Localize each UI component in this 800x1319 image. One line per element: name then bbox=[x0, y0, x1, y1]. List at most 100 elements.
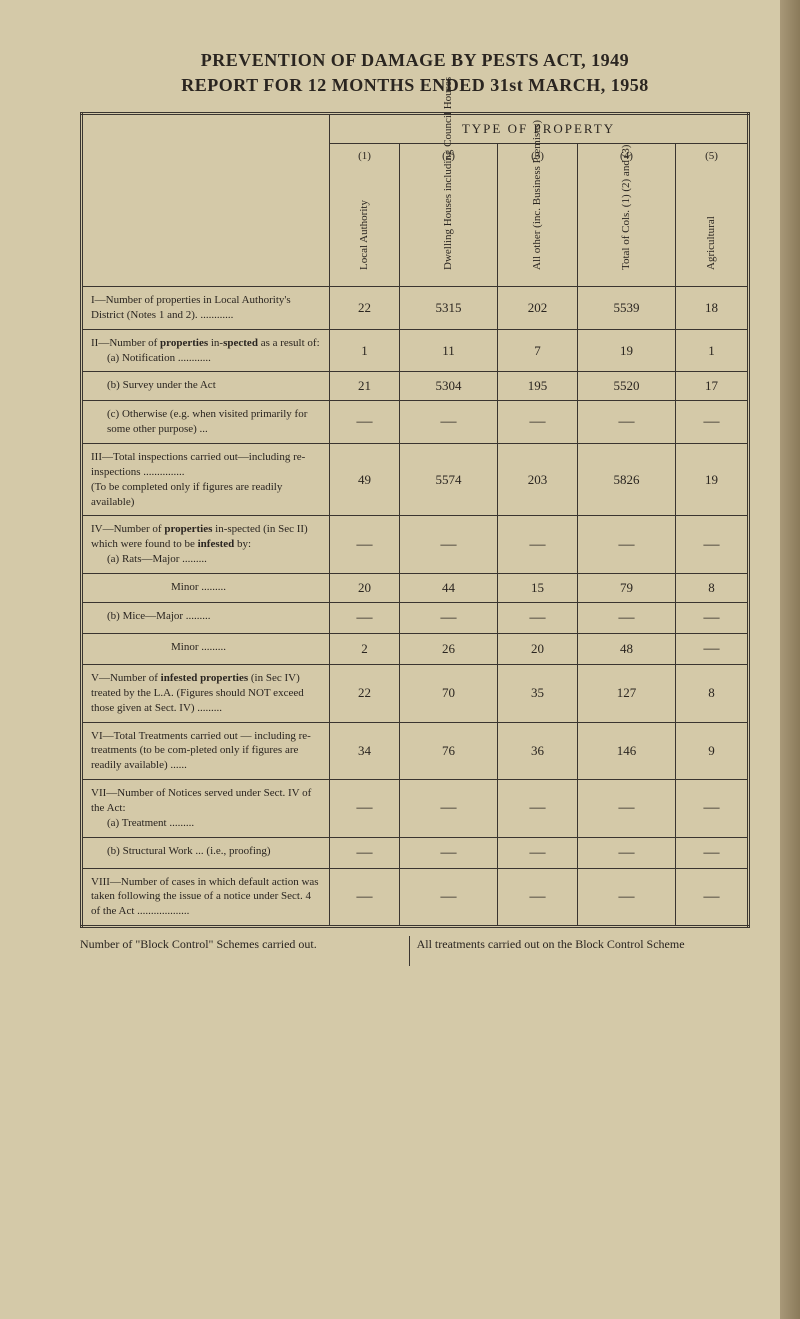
data-cell: 146 bbox=[577, 722, 675, 780]
data-cell: — bbox=[400, 516, 498, 574]
data-cell: 22 bbox=[330, 287, 400, 330]
data-cell: 76 bbox=[400, 722, 498, 780]
row-label: I—Number of properties in Local Authorit… bbox=[82, 287, 330, 330]
data-cell: 22 bbox=[330, 664, 400, 722]
row-label: VIII—Number of cases in which default ac… bbox=[82, 868, 330, 927]
data-cell: 1 bbox=[330, 329, 400, 372]
data-cell: 36 bbox=[498, 722, 578, 780]
row-label: (b) Mice—Major ......... bbox=[82, 602, 330, 633]
data-cell: — bbox=[577, 868, 675, 927]
data-cell: — bbox=[498, 401, 578, 444]
data-cell: 49 bbox=[330, 444, 400, 516]
data-cell: — bbox=[498, 780, 578, 838]
col-label-1: Local Authority bbox=[357, 170, 371, 270]
data-cell: 20 bbox=[330, 573, 400, 602]
table-row: IV—Number of properties in-spected (in S… bbox=[82, 516, 749, 574]
data-cell: 79 bbox=[577, 573, 675, 602]
col-label-5: Agricultural bbox=[704, 170, 718, 270]
table-row: Minor .........204415798 bbox=[82, 573, 749, 602]
data-cell: 44 bbox=[400, 573, 498, 602]
data-cell: — bbox=[330, 516, 400, 574]
title-line-2: REPORT FOR 12 MONTHS ENDED 31st MARCH, 1… bbox=[80, 75, 750, 96]
data-cell: — bbox=[400, 602, 498, 633]
data-cell: — bbox=[577, 602, 675, 633]
data-cell: 11 bbox=[400, 329, 498, 372]
data-cell: — bbox=[675, 602, 748, 633]
col-header-1: (1) Local Authority bbox=[330, 144, 400, 287]
data-cell: 15 bbox=[498, 573, 578, 602]
data-cell: 48 bbox=[577, 633, 675, 664]
data-cell: — bbox=[675, 780, 748, 838]
table-row: V—Number of infested properties (in Sec … bbox=[82, 664, 749, 722]
row-label: VII—Number of Notices served under Sect.… bbox=[82, 780, 330, 838]
data-cell: — bbox=[498, 516, 578, 574]
data-cell: 127 bbox=[577, 664, 675, 722]
data-cell: 8 bbox=[675, 573, 748, 602]
table-body: I—Number of properties in Local Authorit… bbox=[82, 287, 749, 927]
table-row: (b) Structural Work ... (i.e., proofing)… bbox=[82, 837, 749, 868]
row-label: VI—Total Treatments carried out — includ… bbox=[82, 722, 330, 780]
data-cell: 21 bbox=[330, 372, 400, 401]
col-label-2: Dwelling Houses including Council Houses bbox=[441, 170, 455, 270]
data-cell: — bbox=[675, 837, 748, 868]
data-cell: 20 bbox=[498, 633, 578, 664]
data-cell: — bbox=[498, 837, 578, 868]
row-label: (b) Structural Work ... (i.e., proofing) bbox=[82, 837, 330, 868]
data-cell: 70 bbox=[400, 664, 498, 722]
blank-corner bbox=[82, 114, 330, 287]
table-row: (b) Mice—Major .........————— bbox=[82, 602, 749, 633]
row-label: (c) Otherwise (e.g. when visited primari… bbox=[82, 401, 330, 444]
row-label: III—Total inspections carried out—includ… bbox=[82, 444, 330, 516]
table-row: III—Total inspections carried out—includ… bbox=[82, 444, 749, 516]
data-cell: 17 bbox=[675, 372, 748, 401]
data-cell: 5520 bbox=[577, 372, 675, 401]
data-cell: — bbox=[577, 401, 675, 444]
data-cell: 19 bbox=[577, 329, 675, 372]
data-cell: — bbox=[577, 516, 675, 574]
data-cell: — bbox=[675, 868, 748, 927]
row-label: II—Number of properties in-spected as a … bbox=[82, 329, 330, 372]
data-cell: 26 bbox=[400, 633, 498, 664]
table-row: Minor .........2262048— bbox=[82, 633, 749, 664]
data-cell: 9 bbox=[675, 722, 748, 780]
property-table: TYPE OF PROPERTY (1) Local Authority (2)… bbox=[80, 112, 750, 928]
data-cell: — bbox=[498, 868, 578, 927]
table-row: (b) Survey under the Act215304195552017 bbox=[82, 372, 749, 401]
data-cell: 7 bbox=[498, 329, 578, 372]
footnote-right: All treatments carried out on the Block … bbox=[417, 936, 739, 953]
footnote-left: Number of "Block Control" Schemes carrie… bbox=[80, 936, 402, 953]
col-num-5: (5) bbox=[680, 150, 743, 162]
data-cell: 1 bbox=[675, 329, 748, 372]
data-cell: 8 bbox=[675, 664, 748, 722]
data-cell: 195 bbox=[498, 372, 578, 401]
data-cell: — bbox=[330, 401, 400, 444]
data-cell: 19 bbox=[675, 444, 748, 516]
data-cell: 18 bbox=[675, 287, 748, 330]
data-cell: — bbox=[400, 401, 498, 444]
table-row: II—Number of properties in-spected as a … bbox=[82, 329, 749, 372]
data-cell: — bbox=[330, 602, 400, 633]
data-cell: — bbox=[400, 868, 498, 927]
document-page: PREVENTION OF DAMAGE BY PESTS ACT, 1949 … bbox=[0, 0, 800, 1319]
data-cell: 202 bbox=[498, 287, 578, 330]
data-cell: — bbox=[577, 780, 675, 838]
data-cell: 5304 bbox=[400, 372, 498, 401]
data-cell: — bbox=[330, 868, 400, 927]
col-label-3: All other (inc. Business Premises) bbox=[530, 170, 544, 270]
data-cell: 203 bbox=[498, 444, 578, 516]
super-header-row: TYPE OF PROPERTY bbox=[82, 114, 749, 144]
data-cell: — bbox=[330, 837, 400, 868]
data-cell: — bbox=[400, 837, 498, 868]
data-cell: 5826 bbox=[577, 444, 675, 516]
row-label: Minor ......... bbox=[82, 633, 330, 664]
data-cell: — bbox=[400, 780, 498, 838]
col-header-3: (3) All other (inc. Business Premises) bbox=[498, 144, 578, 287]
title-line-1: PREVENTION OF DAMAGE BY PESTS ACT, 1949 bbox=[80, 50, 750, 71]
table-row: (c) Otherwise (e.g. when visited primari… bbox=[82, 401, 749, 444]
data-cell: 5539 bbox=[577, 287, 675, 330]
row-label: V—Number of infested properties (in Sec … bbox=[82, 664, 330, 722]
footnote: Number of "Block Control" Schemes carrie… bbox=[80, 936, 750, 966]
data-cell: 2 bbox=[330, 633, 400, 664]
data-cell: — bbox=[675, 516, 748, 574]
data-cell: — bbox=[577, 837, 675, 868]
